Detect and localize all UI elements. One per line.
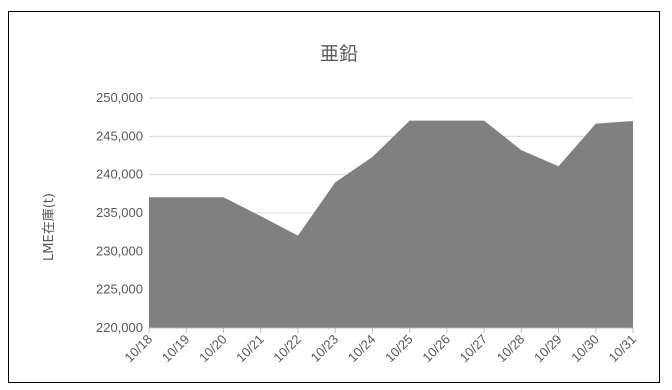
x-axis	[148, 327, 634, 333]
y-tick-label: 245,000	[96, 128, 143, 143]
x-tick-label: 10/24	[345, 332, 379, 366]
chart-title: 亜鉛	[320, 43, 358, 65]
x-tick-label: 10/26	[419, 332, 453, 366]
x-tick-label: 10/20	[196, 332, 230, 366]
chart-frame: 亜鉛 LME在庫(t) 220,000 225,000 230,000 235,000…	[8, 11, 660, 383]
x-axis-tick-labels: 10/18 10/19 10/20 10/21 10/22 10/23 10/24 10/25…	[122, 332, 640, 366]
x-tick-label: 10/23	[308, 332, 342, 366]
y-tick-label: 240,000	[96, 167, 143, 182]
y-tick-label: 225,000	[96, 282, 143, 297]
x-tick-label: 10/31	[606, 332, 640, 366]
series-area	[149, 120, 633, 328]
y-tick-label: 220,000	[96, 320, 143, 335]
x-tick-label: 10/28	[494, 332, 528, 366]
x-tick-label: 10/21	[233, 332, 267, 366]
x-tick-label: 10/29	[531, 332, 565, 366]
y-axis-title: LME在庫(t)	[42, 193, 57, 261]
y-tick-label: 250,000	[96, 90, 143, 105]
x-tick-label: 10/18	[122, 332, 156, 366]
y-tick-label: 235,000	[96, 205, 143, 220]
area-series	[149, 120, 633, 328]
x-tick-label: 10/30	[568, 332, 602, 366]
x-tick-label: 10/25	[382, 332, 416, 366]
x-tick-label: 10/19	[159, 332, 193, 366]
x-tick-label: 10/22	[270, 332, 304, 366]
y-axis-tick-labels: 220,000 225,000 230,000 235,000 240,000 245,0…	[96, 90, 143, 335]
x-tick-label: 10/27	[457, 332, 491, 366]
y-tick-label: 230,000	[96, 243, 143, 258]
zinc-area-chart: 亜鉛 LME在庫(t) 220,000 225,000 230,000 235,000…	[42, 43, 640, 366]
